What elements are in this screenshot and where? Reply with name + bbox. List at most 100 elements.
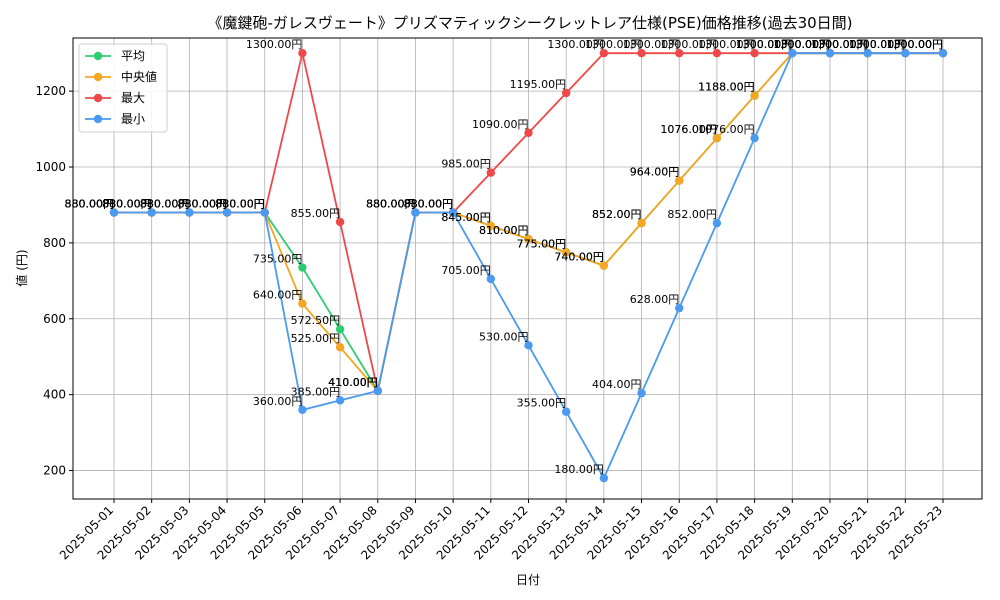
data-label: 355.00円 [517, 397, 567, 410]
data-label: 880.00円 [404, 198, 454, 211]
data-label: 1300.00円 [811, 38, 868, 51]
data-point [637, 48, 646, 58]
data-label: 1300.00円 [736, 38, 793, 51]
grid [73, 38, 982, 499]
data-point [712, 48, 722, 58]
data-label: 1300.00円 [887, 38, 944, 51]
data-label: 880.00円 [140, 198, 190, 211]
data-point [863, 48, 872, 58]
data-label: 1188.00円 [698, 81, 755, 94]
plot-area-frame [72, 37, 983, 500]
data-label: 852.00円 [592, 208, 642, 221]
series-lines [109, 48, 948, 483]
legend-label: 最小 [121, 112, 145, 126]
data-label: 852.00円 [667, 208, 717, 221]
data-label: 385.00円 [291, 385, 341, 398]
data-label: 880.00円 [366, 198, 416, 211]
data-labels: 880.00円880.00円880.00円880.00円880.00円735.0… [65, 38, 944, 476]
data-label: 855.00円 [291, 207, 341, 220]
y-tick-label: 1200 [35, 84, 66, 98]
data-label: 880.00円 [178, 198, 228, 211]
data-label: 880.00円 [178, 198, 228, 211]
y-tick-label: 800 [43, 236, 66, 250]
data-label: 1195.00円 [510, 78, 567, 91]
data-point [298, 405, 307, 415]
data-point [788, 48, 797, 58]
data-label: 880.00円 [65, 198, 115, 211]
data-label: 740.00円 [554, 251, 604, 264]
data-point [298, 48, 307, 58]
data-label: 360.00円 [253, 395, 303, 408]
data-label: 964.00円 [630, 166, 680, 179]
data-label: 740.00円 [554, 251, 604, 264]
data-label: 1300.00円 [849, 38, 906, 51]
data-point [599, 473, 609, 483]
data-label: 1300.00円 [887, 38, 944, 51]
data-point [486, 221, 496, 231]
data-label: 985.00円 [441, 158, 491, 171]
data-point [411, 208, 420, 217]
data-label: 852.00円 [592, 208, 642, 221]
data-label: 1300.00円 [811, 38, 868, 51]
legend-swatch-marker [93, 51, 103, 61]
data-label: 880.00円 [102, 198, 152, 211]
data-point [448, 208, 458, 217]
data-point [486, 274, 496, 284]
legend-box [78, 43, 168, 133]
data-label: 845.00円 [441, 211, 491, 224]
data-label: 1300.00円 [623, 38, 680, 51]
data-label: 880.00円 [102, 198, 152, 211]
data-point [373, 386, 382, 396]
data-label: 525.00円 [291, 332, 341, 345]
data-label: 1076.00円 [698, 123, 755, 136]
data-label: 1300.00円 [849, 38, 906, 51]
data-point [524, 234, 533, 244]
data-label: 1300.00円 [773, 38, 830, 51]
data-label: 880.00円 [404, 198, 454, 211]
y-tick-label: 400 [43, 388, 66, 402]
data-label: 1300.00円 [811, 38, 868, 51]
data-label: 1300.00円 [773, 38, 830, 51]
data-label: 1300.00円 [887, 38, 944, 51]
data-label: 1300.00円 [849, 38, 906, 51]
data-label: 964.00円 [630, 166, 680, 179]
data-label: 880.00円 [65, 198, 115, 211]
data-label: 880.00円 [404, 198, 454, 211]
data-point [750, 133, 759, 143]
data-label: 410.00円 [328, 376, 378, 389]
data-label: 628.00円 [630, 293, 680, 306]
data-point [901, 48, 910, 58]
data-label: 880.00円 [140, 198, 190, 211]
data-label: 180.00円 [554, 463, 604, 476]
data-point [524, 128, 533, 138]
data-label: 735.00円 [253, 253, 303, 266]
data-label: 640.00円 [253, 289, 303, 302]
data-label: 1300.00円 [660, 38, 717, 51]
data-label: 810.00円 [479, 224, 529, 237]
data-label: 1300.00円 [887, 38, 944, 51]
data-point [637, 388, 646, 398]
data-point [675, 48, 684, 58]
data-label: 880.00円 [366, 198, 416, 211]
data-label: 1300.00円 [547, 38, 604, 51]
data-label: 410.00円 [328, 376, 378, 389]
y-axis-label: 値 (円) [14, 249, 29, 286]
data-point [260, 208, 269, 217]
data-label: 1300.00円 [246, 38, 303, 51]
data-point [222, 208, 232, 217]
data-label: 880.00円 [215, 198, 265, 211]
data-label: 1188.00円 [698, 81, 755, 94]
data-point [750, 48, 759, 58]
data-label: 775.00円 [517, 237, 567, 250]
data-point [825, 48, 835, 58]
data-label: 1300.00円 [849, 38, 906, 51]
data-label: 880.00円 [178, 198, 228, 211]
data-point [561, 88, 571, 98]
data-point [599, 48, 609, 58]
data-label: 404.00円 [592, 378, 642, 391]
data-point [938, 48, 948, 58]
legend-swatch-marker [93, 114, 103, 124]
legend-label: 平均 [121, 49, 145, 63]
